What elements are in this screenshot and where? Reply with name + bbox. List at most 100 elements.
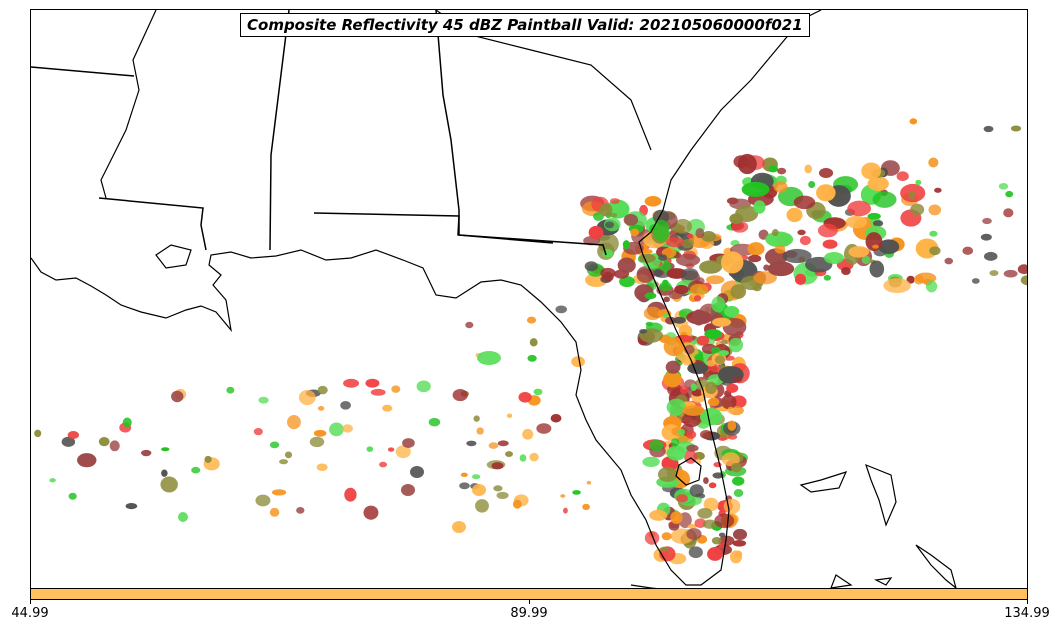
reflectivity-blob [786, 207, 803, 223]
reflectivity-blob [161, 447, 170, 452]
reflectivity-blob [1003, 208, 1014, 218]
map-panel [30, 9, 1028, 589]
reflectivity-blob [269, 441, 280, 449]
reflectivity-blob [140, 449, 152, 457]
reflectivity-blob [989, 270, 999, 276]
reflectivity-blob [818, 168, 834, 179]
reflectivity-blob [691, 309, 706, 326]
reflectivity-blob [962, 246, 974, 255]
reflectivity-blob [365, 378, 380, 388]
reflectivity-blob [872, 244, 879, 249]
reflectivity-blob [387, 447, 395, 452]
reflectivity-blob [313, 429, 327, 437]
reflectivity-blob [712, 472, 724, 479]
reflectivity-blob [677, 428, 686, 436]
reflectivity-blob [555, 305, 567, 314]
reflectivity-blob [737, 153, 757, 175]
reflectivity-blob [732, 528, 748, 541]
reflectivity-blob [472, 484, 486, 496]
mississippi-river [100, 10, 157, 199]
reflectivity-blob [644, 292, 657, 300]
reflectivity-blob [630, 228, 640, 237]
reflectivity-blob [588, 225, 604, 240]
reflectivity-blob [816, 184, 836, 202]
reflectivity-blob [460, 472, 468, 478]
reflectivity-blob [161, 469, 168, 477]
reflectivity-blob [109, 440, 120, 452]
reflectivity-blob [563, 507, 568, 514]
reflectivity-blob [983, 125, 994, 133]
reflectivity-blob [883, 278, 911, 294]
reflectivity-blob [731, 462, 742, 473]
reflectivity-blob [718, 532, 726, 538]
reflectivity-blob [488, 442, 499, 449]
reflectivity-blob [663, 371, 682, 388]
reflectivity-blob [929, 246, 941, 256]
reflectivity-blob [316, 463, 328, 472]
reflectivity-blob [477, 351, 501, 365]
reflectivity-blob [689, 484, 704, 498]
reflectivity-blob [670, 438, 680, 447]
reflectivity-blob [718, 350, 730, 356]
reflectivity-blob [711, 317, 732, 327]
reflectivity-blob [1017, 264, 1027, 275]
reflectivity-blob [586, 480, 592, 485]
reflectivity-blob [452, 521, 466, 533]
reflectivity-blob [733, 489, 744, 497]
reflectivity-blob [491, 462, 504, 470]
reflectivity-blob [693, 295, 702, 302]
reflectivity-blob [122, 417, 132, 428]
reflectivity-blob [472, 474, 481, 480]
reflectivity-blob [340, 400, 351, 410]
reflectivity-blob [753, 200, 766, 214]
reflectivity-blob [910, 203, 925, 216]
reflectivity-blob [584, 261, 598, 272]
map-canvas [31, 10, 1027, 588]
reflectivity-blob [363, 505, 379, 520]
reflectivity-blob [718, 542, 725, 549]
reflectivity-blob [711, 536, 722, 545]
reflectivity-blob [416, 380, 431, 393]
reflectivity-blob [658, 281, 672, 292]
reflectivity-blob [804, 164, 813, 174]
reflectivity-blob [77, 453, 97, 468]
reflectivity-blob [34, 429, 42, 438]
florida-keys [630, 584, 658, 588]
reflectivity-blob [971, 278, 980, 284]
reflectivity-blob [707, 397, 720, 407]
reflectivity-blob [98, 437, 110, 447]
reflectivity-blob [459, 482, 470, 490]
reflectivity-blob [649, 509, 668, 521]
colorbar-tick-mid [529, 600, 530, 604]
reflectivity-blob [732, 539, 747, 547]
reflectivity-blob [317, 406, 325, 411]
reflectivity-blob [682, 405, 705, 416]
reflectivity-blob [711, 296, 726, 313]
coastline-layer [31, 10, 957, 588]
bahamas-island-5 [873, 577, 893, 586]
reflectivity-blob [604, 221, 615, 229]
reflectivity-blob [690, 283, 709, 296]
reflectivity-blob [642, 456, 660, 467]
colorbar [30, 588, 1028, 600]
reflectivity-blob [279, 459, 289, 465]
bahamas-island-1 [799, 471, 848, 493]
reflectivity-blob [765, 231, 794, 248]
reflectivity-blob [735, 205, 759, 222]
reflectivity-blob [703, 497, 719, 512]
reflectivity-blob [735, 550, 743, 558]
reflectivity-blob [741, 181, 770, 198]
reflectivity-blob [342, 424, 353, 433]
reflectivity-blob [925, 280, 938, 293]
reflectivity-blob [518, 392, 532, 403]
reflectivity-blob [658, 254, 668, 261]
reflectivity-blob [662, 279, 668, 286]
reflectivity-blob [730, 284, 747, 299]
reflectivity-blob [343, 378, 360, 388]
reflectivity-blob [585, 273, 608, 287]
reflectivity-blob [657, 466, 678, 483]
reflectivity-blob [686, 444, 699, 452]
reflectivity-blob [861, 255, 871, 265]
reflectivity-blob [512, 499, 522, 509]
reflectivity-blob [928, 204, 942, 216]
